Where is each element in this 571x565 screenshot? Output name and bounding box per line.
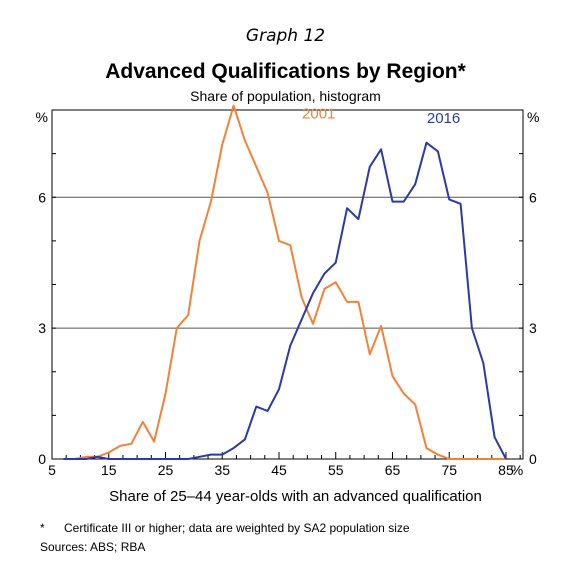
footnote-marker: *	[40, 521, 45, 535]
plot-frame	[51, 109, 524, 460]
y-unit-right: %	[527, 109, 539, 125]
chart-subtitle: Share of population, histogram	[190, 88, 381, 104]
series-line-2016	[63, 141, 507, 460]
x-tick-label: 45	[271, 462, 287, 478]
x-tick-label: 55	[328, 462, 344, 478]
footnote-text: Certificate III or higher; data are weig…	[64, 521, 410, 535]
series-label-2016: 2016	[427, 110, 460, 127]
y-unit-left: %	[36, 109, 48, 125]
x-tick-label: 75	[441, 462, 457, 478]
y-tick-label-left: 3	[38, 320, 46, 336]
graph-number: Graph 12	[245, 26, 326, 46]
x-tick-label: 85	[498, 462, 514, 478]
y-tick-label-left: 6	[38, 189, 46, 205]
x-tick-label: 65	[385, 462, 401, 478]
y-tick-label-right: 6	[529, 189, 537, 205]
x-axis-title: Share of 25–44 year-olds with an advance…	[109, 488, 482, 505]
y-tick-label-right: 0	[529, 451, 537, 467]
x-tick-label: 25	[158, 462, 174, 478]
series-label-2001: 2001	[302, 106, 335, 123]
x-tick-label: 15	[101, 462, 117, 478]
y-tick-label-right: 3	[529, 320, 537, 336]
x-unit-label: %	[511, 462, 523, 478]
sources: Sources: ABS; RBA	[40, 540, 146, 554]
series-line-2001	[63, 104, 506, 460]
x-tick-label: 35	[214, 462, 230, 478]
footnote: * Certificate III or higher; data are wei…	[40, 521, 410, 535]
y-tick-label-left: 0	[38, 451, 46, 467]
x-tick-label: 5	[48, 462, 56, 478]
chart-title: Advanced Qualifications by Region*	[105, 60, 466, 83]
